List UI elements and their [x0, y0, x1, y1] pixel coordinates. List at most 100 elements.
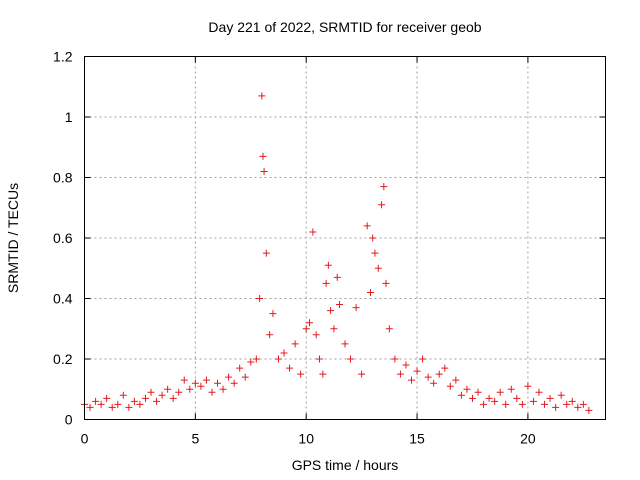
y-tick-label: 0.4: [53, 291, 73, 307]
x-tick-label: 5: [191, 431, 199, 447]
data-point-marker: [529, 397, 537, 405]
data-point-marker: [374, 264, 382, 272]
y-tick-label: 0.2: [53, 351, 73, 367]
data-point-marker: [524, 382, 532, 390]
data-point-marker: [513, 394, 521, 402]
data-point-marker: [402, 361, 410, 369]
data-point-marker: [164, 385, 172, 393]
data-point-marker: [256, 295, 264, 302]
data-point-marker: [309, 228, 317, 236]
y-tick-label: 0: [65, 412, 73, 428]
y-axis-label: SRMTID / TECUs: [5, 183, 21, 293]
data-point-marker: [230, 379, 238, 387]
data-point-marker: [380, 183, 388, 191]
y-tick-label: 1.2: [53, 49, 73, 65]
data-point-marker: [147, 388, 155, 396]
data-point-marker: [291, 340, 299, 348]
data-point-marker: [103, 394, 111, 402]
data-point-marker: [324, 261, 332, 269]
data-point-marker: [197, 382, 205, 390]
data-point-marker: [430, 379, 438, 387]
data-point-marker: [260, 167, 268, 175]
data-point-marker: [408, 376, 416, 384]
data-point-marker: [557, 391, 565, 399]
data-point-marker: [382, 279, 390, 287]
chart-title: Day 221 of 2022, SRMTID for receiver geo…: [208, 19, 481, 35]
data-point-marker: [136, 400, 144, 408]
data-point-marker: [280, 349, 288, 357]
data-point-marker: [391, 355, 399, 363]
data-point-marker: [585, 406, 593, 414]
data-point-marker: [119, 391, 127, 399]
data-point-marker: [366, 288, 374, 296]
data-point-marker: [219, 385, 227, 393]
data-point-marker: [419, 355, 427, 363]
data-point-marker: [97, 400, 105, 408]
data-point-marker: [435, 370, 443, 378]
data-point-marker: [446, 382, 454, 390]
data-point-marker: [169, 394, 177, 402]
data-point-marker: [312, 331, 320, 339]
data-point-marker: [153, 397, 161, 405]
data-point-marker: [319, 370, 327, 378]
data-point-marker: [330, 325, 338, 333]
data-point-marker: [125, 403, 133, 411]
data-point-marker: [396, 370, 404, 378]
data-point-marker: [441, 364, 449, 372]
x-tick-label: 0: [81, 431, 89, 447]
data-point-marker: [341, 340, 349, 348]
data-point-marker: [327, 307, 335, 315]
data-point-marker: [191, 379, 199, 387]
data-point-marker: [186, 385, 194, 393]
data-point-marker: [208, 388, 216, 396]
x-tick-labels: 0 5 10 15 20: [81, 431, 536, 447]
x-tick-label: 10: [298, 431, 314, 447]
data-point-marker: [352, 304, 360, 312]
data-point-marker: [86, 403, 94, 411]
data-point-marker: [552, 403, 560, 411]
data-point-marker: [241, 373, 249, 381]
data-point-marker: [306, 319, 314, 327]
data-points: [81, 92, 593, 414]
data-point-marker: [302, 325, 310, 333]
data-point-marker: [316, 355, 324, 363]
x-tick-label: 15: [409, 431, 425, 447]
data-point-marker: [541, 400, 549, 408]
data-point-marker: [92, 397, 100, 405]
data-point-marker: [252, 355, 260, 363]
data-point-marker: [180, 376, 188, 384]
data-point-marker: [369, 234, 377, 242]
plot-frame: [84, 56, 606, 420]
y-tick-label: 0.8: [53, 170, 73, 186]
data-point-marker: [413, 367, 421, 375]
data-point-marker: [141, 394, 149, 402]
data-point-marker: [452, 376, 460, 384]
grid-lines: [84, 56, 606, 420]
data-point-marker: [485, 394, 493, 402]
data-point-marker: [262, 249, 270, 257]
data-point-marker: [333, 273, 341, 281]
data-point-marker: [259, 152, 267, 160]
data-point-marker: [158, 391, 166, 399]
data-point-marker: [574, 403, 582, 411]
data-point-marker: [202, 376, 210, 384]
data-point-marker: [507, 385, 515, 393]
data-point-marker: [496, 388, 504, 396]
data-point-marker: [322, 279, 330, 287]
data-point-marker: [297, 370, 305, 378]
data-point-marker: [502, 400, 510, 408]
data-point-marker: [225, 373, 233, 381]
data-point-marker: [385, 325, 393, 333]
data-point-marker: [457, 391, 465, 399]
data-point-marker: [518, 400, 526, 408]
data-point-marker: [286, 364, 294, 372]
data-point-marker: [563, 400, 571, 408]
data-point-marker: [579, 400, 587, 408]
data-point-marker: [114, 400, 122, 408]
data-point-marker: [258, 92, 266, 100]
data-point-marker: [335, 301, 343, 309]
data-point-marker: [424, 373, 432, 381]
data-point-marker: [130, 397, 138, 405]
data-point-marker: [480, 400, 488, 408]
